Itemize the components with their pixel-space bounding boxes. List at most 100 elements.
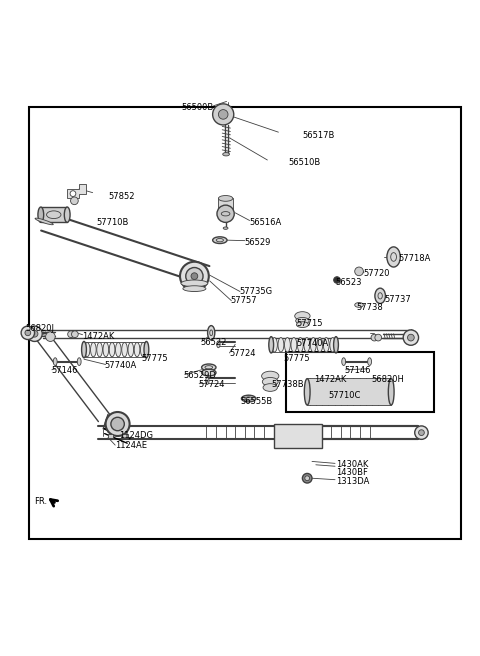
Text: 1124DG: 1124DG xyxy=(119,431,153,440)
Text: 57724: 57724 xyxy=(198,380,225,388)
Circle shape xyxy=(355,267,363,276)
Ellipse shape xyxy=(77,358,81,365)
Circle shape xyxy=(106,412,130,436)
Ellipse shape xyxy=(183,286,206,291)
Ellipse shape xyxy=(241,395,256,402)
Bar xyxy=(41,207,67,222)
Ellipse shape xyxy=(334,337,338,353)
Bar xyxy=(307,379,391,405)
Ellipse shape xyxy=(296,321,308,327)
Circle shape xyxy=(419,430,424,436)
Ellipse shape xyxy=(205,377,209,384)
Circle shape xyxy=(375,335,382,341)
Circle shape xyxy=(371,335,378,341)
Text: 57737: 57737 xyxy=(384,295,411,304)
Text: 56820H: 56820H xyxy=(371,375,404,384)
Circle shape xyxy=(25,330,31,336)
Text: 56529: 56529 xyxy=(245,238,271,247)
Bar xyxy=(108,434,113,438)
Ellipse shape xyxy=(218,195,233,201)
Ellipse shape xyxy=(53,358,57,365)
Text: FR.: FR. xyxy=(35,497,48,506)
Ellipse shape xyxy=(311,338,316,352)
Ellipse shape xyxy=(263,384,277,392)
Text: 1313DA: 1313DA xyxy=(336,477,370,486)
Text: 57775: 57775 xyxy=(283,354,310,363)
Ellipse shape xyxy=(64,207,70,222)
Ellipse shape xyxy=(144,341,149,358)
Text: 56529D: 56529D xyxy=(184,371,216,380)
Text: 57738: 57738 xyxy=(357,303,384,312)
Ellipse shape xyxy=(295,312,310,320)
Ellipse shape xyxy=(262,371,279,380)
Circle shape xyxy=(218,110,228,119)
Text: 57735G: 57735G xyxy=(239,287,272,297)
Circle shape xyxy=(21,326,35,340)
Circle shape xyxy=(68,331,74,338)
Circle shape xyxy=(305,476,310,481)
Bar xyxy=(286,352,434,412)
Ellipse shape xyxy=(35,218,53,225)
Ellipse shape xyxy=(134,342,140,357)
Text: 57852: 57852 xyxy=(108,192,134,201)
Ellipse shape xyxy=(207,325,215,340)
Circle shape xyxy=(334,277,340,283)
Text: 56500B: 56500B xyxy=(181,103,214,112)
Ellipse shape xyxy=(278,338,284,352)
Ellipse shape xyxy=(324,338,329,352)
Bar xyxy=(218,198,233,211)
Circle shape xyxy=(180,262,209,291)
Circle shape xyxy=(191,273,198,279)
Ellipse shape xyxy=(387,247,400,267)
Circle shape xyxy=(415,426,428,440)
Ellipse shape xyxy=(223,153,229,156)
Text: 56516A: 56516A xyxy=(250,218,282,227)
Text: 57146: 57146 xyxy=(52,366,78,375)
Ellipse shape xyxy=(103,342,108,357)
Text: 1430BF: 1430BF xyxy=(336,468,368,478)
Text: 56522: 56522 xyxy=(201,338,227,347)
Text: 57738B: 57738B xyxy=(271,380,304,388)
Ellipse shape xyxy=(330,338,336,352)
Ellipse shape xyxy=(368,358,372,365)
Ellipse shape xyxy=(262,377,278,386)
Ellipse shape xyxy=(388,379,394,405)
Ellipse shape xyxy=(304,338,310,352)
Ellipse shape xyxy=(217,341,220,348)
Circle shape xyxy=(71,197,78,205)
Ellipse shape xyxy=(82,341,86,358)
Text: 57757: 57757 xyxy=(230,296,257,305)
Circle shape xyxy=(403,330,419,345)
Ellipse shape xyxy=(269,337,274,353)
Ellipse shape xyxy=(109,342,115,357)
Text: 57718A: 57718A xyxy=(398,254,431,263)
Circle shape xyxy=(408,335,414,341)
Circle shape xyxy=(302,474,312,483)
Text: 1472AK: 1472AK xyxy=(314,375,347,384)
Text: 57775: 57775 xyxy=(142,354,168,363)
Ellipse shape xyxy=(181,280,208,287)
Text: 1430AK: 1430AK xyxy=(336,461,368,469)
Bar xyxy=(274,424,322,448)
Ellipse shape xyxy=(128,342,133,357)
Text: 56517B: 56517B xyxy=(302,131,335,140)
Text: 57720: 57720 xyxy=(364,269,390,278)
Ellipse shape xyxy=(122,342,127,357)
Text: 1124AE: 1124AE xyxy=(115,441,147,450)
Circle shape xyxy=(31,331,38,337)
Text: 57724: 57724 xyxy=(229,349,255,358)
Circle shape xyxy=(213,104,234,125)
Ellipse shape xyxy=(375,288,385,304)
Ellipse shape xyxy=(38,207,44,222)
Ellipse shape xyxy=(223,227,228,230)
Circle shape xyxy=(186,268,203,285)
Text: 56555B: 56555B xyxy=(240,397,272,406)
Text: 57710C: 57710C xyxy=(329,391,361,400)
Ellipse shape xyxy=(355,302,363,308)
Text: 57146: 57146 xyxy=(345,366,371,375)
Circle shape xyxy=(111,417,124,431)
Ellipse shape xyxy=(296,318,309,324)
Ellipse shape xyxy=(298,338,303,352)
Circle shape xyxy=(27,326,42,341)
Ellipse shape xyxy=(202,369,216,376)
